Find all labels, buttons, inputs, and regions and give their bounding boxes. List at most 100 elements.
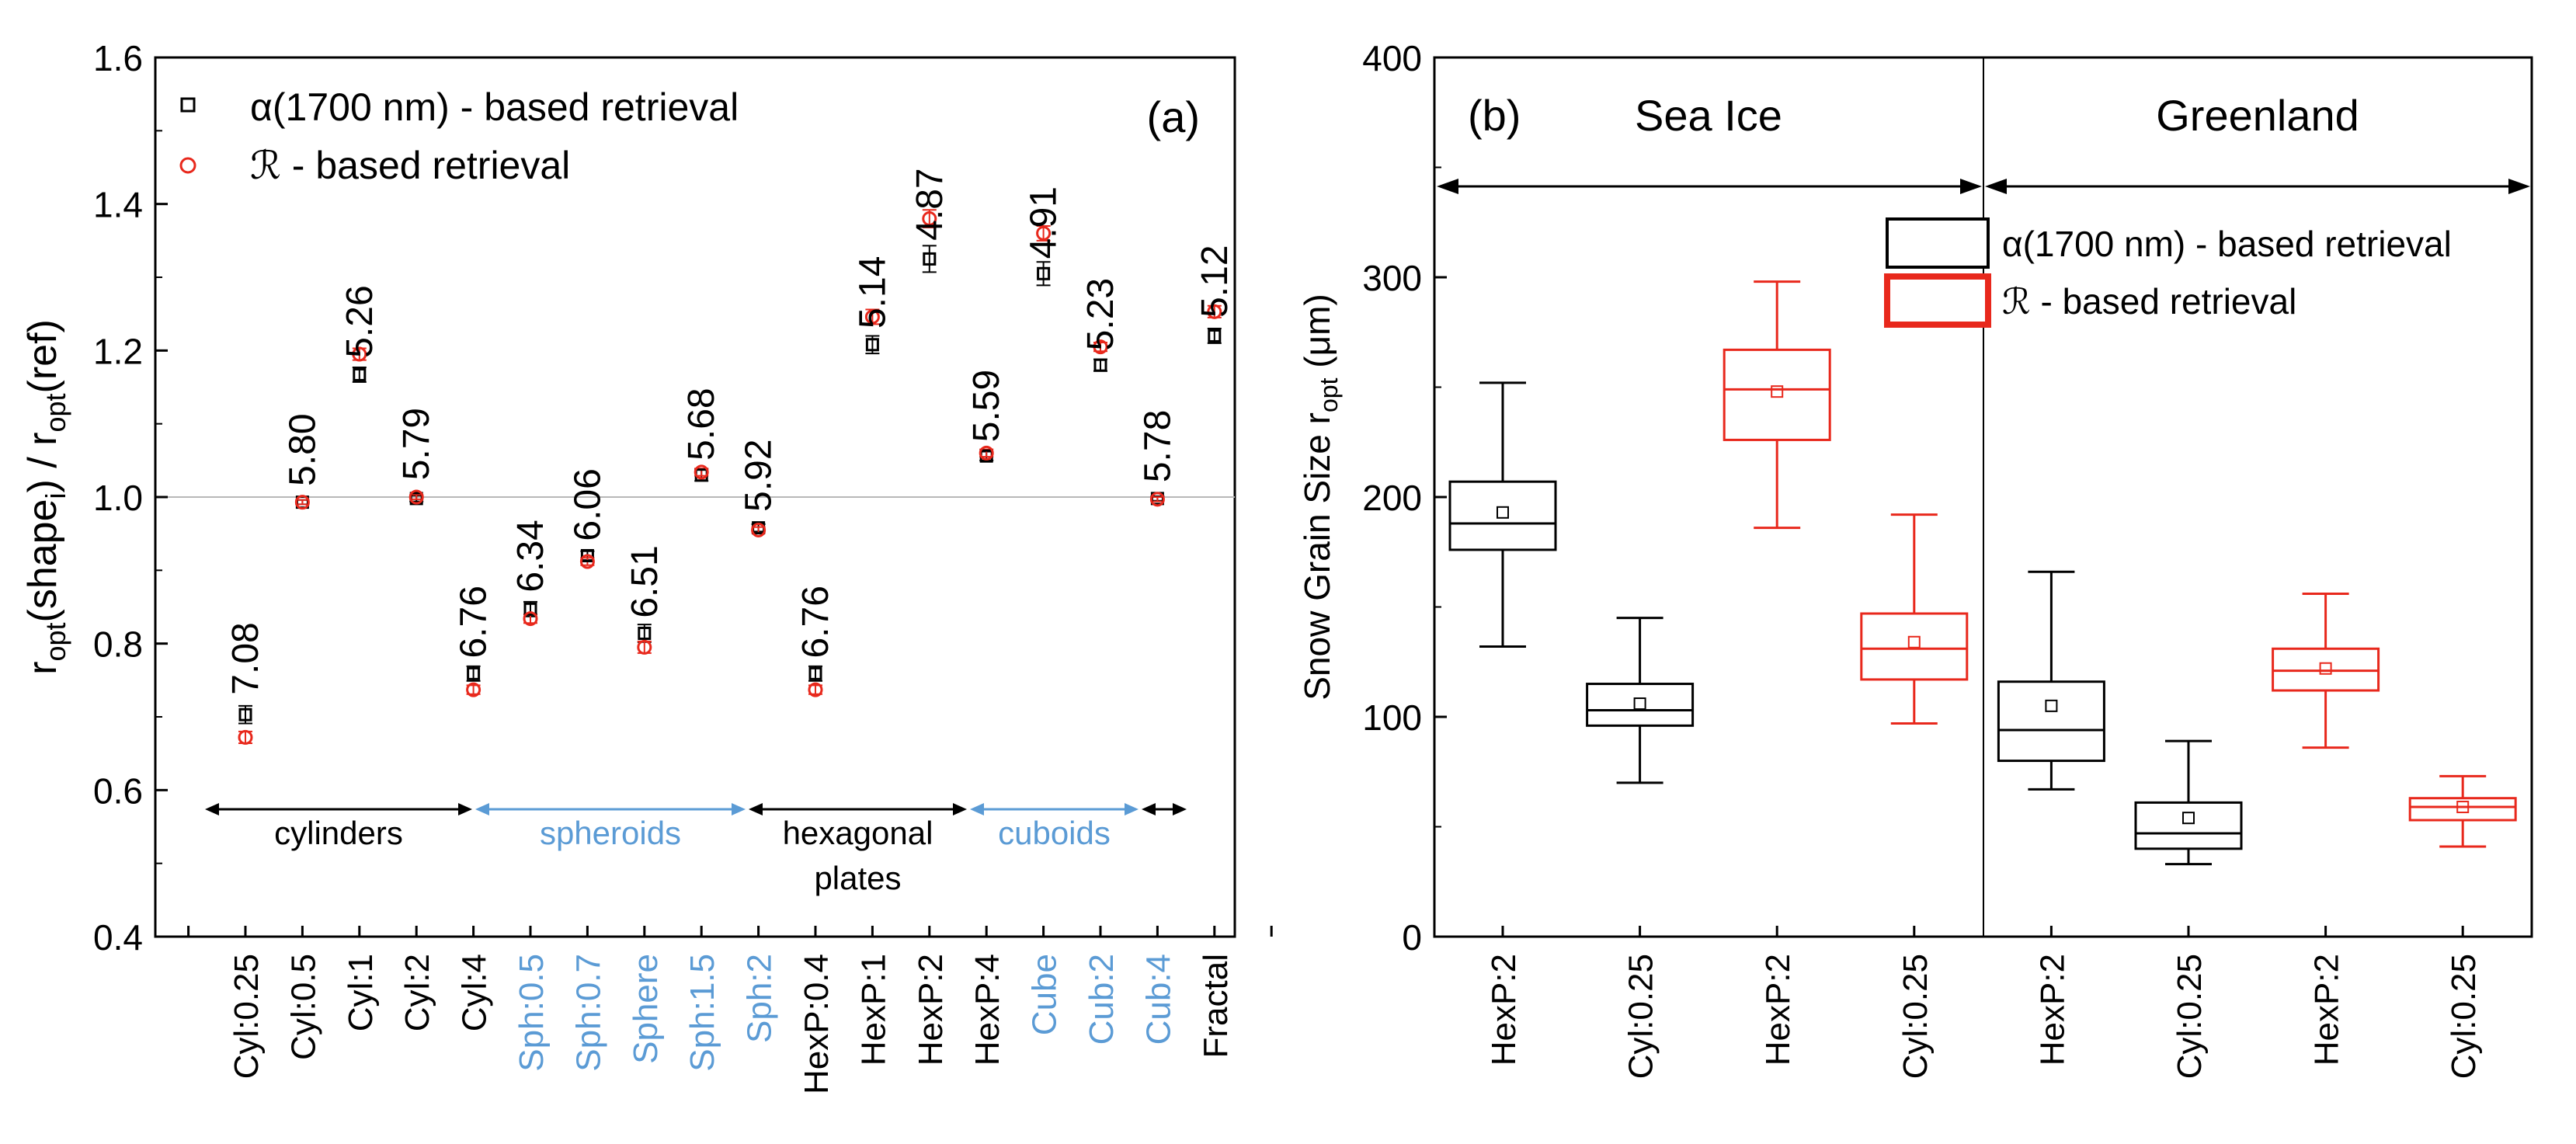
y-tick-label: 1.4: [93, 185, 143, 225]
r-retrieval-point: [238, 729, 253, 745]
y-tick-label: 100: [1362, 697, 1422, 738]
annotation-label: 5.79: [396, 408, 437, 480]
x-category-label: Sph:1.5: [683, 954, 721, 1072]
box-iqr: [1448, 480, 1557, 551]
box-mean-marker: [1771, 385, 1784, 398]
x-category-label: Cyl:2: [398, 954, 436, 1031]
legend-square-marker: [180, 97, 196, 113]
panel-a-group-arrows: cylinders spheroids hexagonal plates cuboids: [205, 803, 1187, 896]
x-category-label: Cyl:4: [456, 954, 494, 1031]
box-mean-marker: [2456, 801, 2470, 814]
alpha-retrieval-point: [923, 252, 937, 266]
y-tick-label: 300: [1362, 258, 1422, 298]
group-arrow-head: [1142, 803, 1156, 815]
annotation-label: 6.06: [567, 468, 608, 541]
r-retrieval-point: [1149, 492, 1165, 507]
box-mean-marker: [1633, 697, 1646, 711]
group-label: spheroids: [540, 815, 681, 851]
r-retrieval-point: [694, 464, 709, 480]
alpha-retrieval-point: [523, 602, 537, 616]
annotation-label: 6.34: [510, 520, 551, 592]
group-arrow-head: [732, 803, 746, 815]
panel-b-y-axis: 0 100 200 300 400: [1362, 38, 1447, 958]
y-tick-label: 1.0: [93, 478, 143, 518]
x-category-label: Cyl:1: [342, 954, 380, 1031]
panel-a-x-axis: Cyl:0.25 Cyl:0.5 Cyl:1 Cyl:2 Cyl:4 Sph:0.5 Sph…: [187, 926, 1273, 1094]
greenland-arrow-right-head: [2508, 179, 2530, 194]
y-tick-label: 200: [1362, 478, 1422, 518]
alpha-retrieval-point: [580, 548, 594, 562]
x-category-label: HexP:1: [854, 954, 892, 1066]
box-iqr: [2408, 797, 2517, 822]
panel-a-error-bars: [238, 209, 1222, 744]
panel-a-legend: α(1700 nm) - based retrieval ℛ - based r…: [179, 85, 739, 187]
box-mean-marker: [2319, 662, 2332, 675]
panel-b-label: (b): [1468, 91, 1521, 140]
legend-label-alpha: α(1700 nm) - based retrieval: [250, 85, 739, 129]
group-arrow-head: [970, 803, 984, 815]
annotation-label: 4.87: [909, 168, 951, 240]
box-mean-marker: [2045, 699, 2058, 712]
x-category-label: Sph:0.5: [513, 954, 551, 1072]
x-category-label: HexP:2: [2308, 954, 2346, 1066]
x-category-label: HexP:2: [912, 954, 950, 1066]
alpha-retrieval-point: [467, 666, 481, 680]
panel-a-y-axis: 0.4 0.6 0.8 1.0 1.2 1.4 1.6: [93, 38, 168, 958]
region-arrows: [1437, 179, 2530, 194]
r-retrieval-point: [294, 495, 310, 510]
group-arrow-head: [458, 803, 472, 815]
r-retrieval-point: [1036, 225, 1052, 241]
annotation-label: 5.14: [852, 256, 893, 329]
panel-a-annotations: 7.08 5.80 5.26 5.79 6.76 6.34 6.06 6.51 5.68 5.92…: [225, 168, 1236, 694]
alpha-retrieval-point: [238, 708, 252, 722]
alpha-retrieval-point: [1093, 358, 1107, 372]
r-retrieval-point: [466, 682, 481, 697]
r-retrieval-point: [408, 489, 424, 505]
legend-label-r: ℛ - based retrieval: [250, 144, 570, 187]
alpha-retrieval-point: [808, 666, 822, 680]
y-tick-label: 0.4: [93, 917, 143, 958]
annotation-label: 6.76: [454, 586, 495, 658]
x-category-label: Cub:2: [1083, 954, 1121, 1045]
y-tick-label: 0.6: [93, 770, 143, 811]
box-iqr: [1586, 683, 1695, 727]
legend-label-r-b: ℛ - based retrieval: [2002, 281, 2296, 322]
group-label: cuboids: [998, 815, 1111, 851]
r-retrieval-point: [808, 682, 823, 697]
greenland-arrow-left-head: [1985, 179, 2007, 194]
panel-b-boxes: [1448, 280, 2517, 866]
r-retrieval-point: [637, 639, 652, 655]
panel-a-y-axis-title: ropt(shapei) / ropt(ref): [20, 319, 71, 675]
x-category-label: HexP:2: [2033, 954, 2071, 1066]
x-category-label: HexP:2: [1485, 954, 1523, 1066]
y-tick-label: 1.6: [93, 38, 143, 78]
box-iqr: [1723, 348, 1831, 441]
alpha-retrieval-point: [1208, 329, 1222, 343]
alpha-retrieval-point: [638, 626, 652, 640]
y-tick-label: 0: [1402, 917, 1422, 958]
group-arrow-head: [475, 803, 489, 815]
region-label-greenland: Greenland: [2156, 91, 2359, 140]
group-label: hexagonal: [783, 815, 933, 851]
annotation-label: 5.12: [1194, 245, 1236, 317]
x-category-label: Sph:0.7: [569, 954, 607, 1072]
r-retrieval-point: [523, 611, 538, 627]
box-iqr: [1860, 612, 1969, 681]
x-category-label: HexP:4: [968, 954, 1006, 1066]
x-category-label: Sphere: [627, 954, 665, 1064]
panel-b-y-axis-title: Snow Grain Size ropt (μm): [1297, 294, 1343, 700]
group-arrow-head: [1173, 803, 1187, 815]
legend-circle-marker: [179, 157, 196, 174]
x-category-label: Cyl:0.5: [284, 954, 322, 1060]
y-tick-label: 0.8: [93, 624, 143, 665]
r-retrieval-point: [1207, 304, 1222, 319]
annotation-label: 5.59: [966, 370, 1007, 442]
legend-label-alpha-b: α(1700 nm) - based retrieval: [2002, 224, 2452, 264]
r-retrieval-point: [751, 522, 767, 537]
annotation-label: 7.08: [225, 622, 266, 694]
y-tick-label: 400: [1362, 38, 1422, 78]
x-category-label: Sph:2: [741, 954, 779, 1043]
x-category-label: Cub:4: [1139, 954, 1177, 1045]
r-retrieval-point: [352, 346, 367, 362]
